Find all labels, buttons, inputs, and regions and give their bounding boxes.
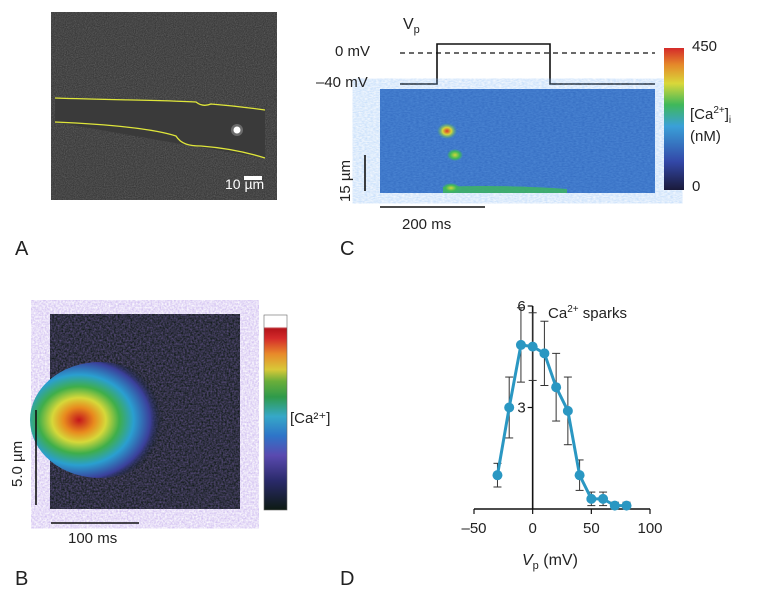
panel-letter-c: C bbox=[340, 238, 355, 260]
series-label-t2: sparks bbox=[578, 305, 627, 322]
data-point bbox=[598, 493, 609, 504]
series-label-t1: Ca bbox=[548, 305, 568, 322]
colorbar-units-c: (nM) bbox=[690, 128, 721, 145]
calcium-spark-spot bbox=[233, 126, 241, 134]
panel-b: [Ca²⁺] 5.0 µm 100 ms bbox=[0, 300, 330, 560]
vp-sub: p bbox=[413, 24, 420, 37]
x-scale-label-b: 100 ms bbox=[68, 530, 118, 547]
colorbar-max-c: 450 bbox=[692, 38, 718, 55]
panel-b-svg bbox=[30, 314, 288, 524]
colorbar-c bbox=[664, 48, 684, 190]
x-tick-label: 50 bbox=[583, 520, 600, 537]
x-axis-label-d: Vp (mV) bbox=[522, 552, 578, 572]
spark-b bbox=[30, 362, 170, 478]
cbar-c-t1: [Ca bbox=[690, 106, 714, 123]
xlabel-main: V bbox=[522, 552, 533, 569]
colorbar-label-b: [Ca²⁺] bbox=[290, 410, 331, 427]
cell-outline-bottom bbox=[54, 121, 266, 159]
series-label-d: Ca2+ sparks bbox=[548, 304, 627, 322]
colorbar-b bbox=[263, 314, 288, 511]
panel-letter-b: B bbox=[15, 568, 29, 590]
zero-mv-label: 0 mV bbox=[335, 43, 371, 60]
xlabel-units: (mV) bbox=[538, 552, 578, 569]
panel-letter-d: D bbox=[340, 568, 355, 590]
y-tick-label: 6 bbox=[517, 298, 525, 315]
data-point bbox=[551, 382, 562, 393]
spark-3-streak bbox=[443, 185, 567, 193]
data-point bbox=[562, 405, 573, 416]
cbar-c-sub: i bbox=[728, 115, 732, 126]
panel-a-image: 10 µm bbox=[51, 12, 277, 200]
data-point bbox=[621, 500, 632, 511]
scale-label-a: 10 µm bbox=[225, 176, 265, 192]
data-point bbox=[492, 470, 503, 481]
series-label-sup: 2+ bbox=[567, 304, 579, 315]
data-point bbox=[586, 493, 597, 504]
x-tick-label: 0 bbox=[528, 520, 536, 537]
x-tick-label: 100 bbox=[637, 520, 662, 537]
panel-d: –50 0 50 100 3 6 Ca2+ sparks Vp (mV) bbox=[430, 290, 730, 590]
vp-label: Vp bbox=[403, 16, 420, 36]
panel-c: Vp 0 mV –40 mV 15 µm 200 ms 450 0 [Ca2+]… bbox=[305, 10, 731, 260]
cbar-c-t2: ] bbox=[724, 106, 729, 123]
spark-1 bbox=[437, 123, 457, 139]
voltage-step-trace bbox=[400, 43, 655, 85]
vp-main: V bbox=[403, 16, 414, 33]
y-scale-label-b: 5.0 µm bbox=[9, 440, 26, 487]
scale-bar-a bbox=[244, 176, 262, 180]
y-tick-label: 3 bbox=[517, 400, 525, 417]
x-tick-label: –50 bbox=[461, 520, 486, 537]
panel-letter-a: A bbox=[15, 238, 29, 260]
data-point bbox=[609, 500, 620, 511]
panel-a-svg bbox=[51, 12, 277, 200]
y-scale-label-c: 15 µm bbox=[337, 160, 354, 202]
data-point bbox=[527, 341, 538, 352]
cell-outline-top bbox=[54, 97, 266, 111]
data-point bbox=[504, 402, 515, 413]
series-line bbox=[495, 343, 627, 508]
data-point bbox=[515, 339, 526, 350]
colorbar-title-c: [Ca2+]i bbox=[690, 105, 731, 126]
panel-c-svg bbox=[364, 43, 684, 208]
data-point bbox=[574, 470, 585, 481]
cell-fill bbox=[55, 98, 265, 158]
x-scale-label-c: 200 ms bbox=[402, 216, 452, 233]
neg40-mv-label: –40 mV bbox=[316, 74, 368, 91]
xlabel-sub: p bbox=[532, 560, 539, 573]
data-point bbox=[539, 348, 550, 359]
spark-2 bbox=[447, 149, 463, 161]
cbar-c-sup: 2+ bbox=[713, 105, 725, 116]
chart-d-svg: –50 0 50 100 3 6 bbox=[461, 298, 662, 537]
colorbar-min-c: 0 bbox=[692, 178, 701, 195]
